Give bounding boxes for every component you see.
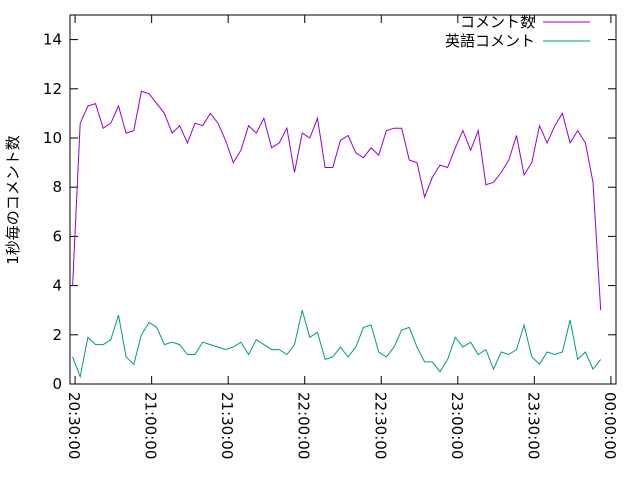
series-line [72, 310, 602, 379]
y-tick-label: 0 [52, 375, 62, 393]
y-axis-label: 1秒毎のコメント数 [4, 135, 22, 265]
y-tick-label: 10 [43, 129, 62, 147]
x-tick-label: 21:00:00 [142, 392, 160, 459]
y-tick-label: 4 [52, 277, 62, 295]
x-tick-label: 20:30:00 [65, 392, 83, 459]
series-line [72, 90, 602, 311]
legend-label: 英語コメント [445, 32, 535, 50]
y-tick-label: 2 [52, 326, 62, 344]
x-tick-label: 23:30:00 [524, 392, 542, 459]
y-tick-label: 6 [52, 227, 62, 245]
y-tick-label: 14 [43, 31, 62, 49]
y-tick-label: 8 [52, 178, 62, 196]
x-tick-label: 00:00:00 [601, 392, 619, 459]
x-tick-label: 21:30:00 [218, 392, 236, 459]
legend-label: コメント数 [460, 13, 535, 31]
x-tick-label: 22:00:00 [295, 392, 313, 459]
x-tick-label: 23:00:00 [448, 392, 466, 459]
plot-border [69, 14, 617, 385]
x-tick-label: 22:30:00 [371, 392, 389, 459]
y-tick-label: 12 [43, 80, 62, 98]
